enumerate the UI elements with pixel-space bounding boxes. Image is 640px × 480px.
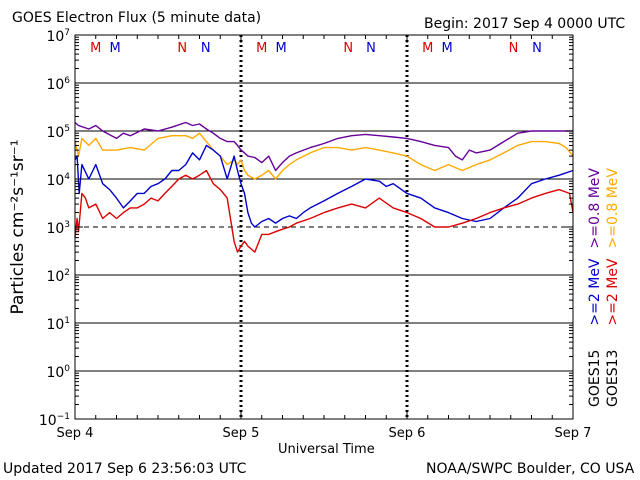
chart-title: GOES Electron Flux (5 minute data) [12, 10, 262, 26]
marker-label: M [256, 41, 267, 56]
y-axis-label: Particles cm⁻²s⁻¹sr⁻¹ [8, 139, 28, 315]
y-tick-label: 104 [46, 172, 70, 189]
legend-column: GOES15 >=2 MeV >=0.8 MeV [587, 168, 603, 407]
marker-label: N [366, 41, 376, 56]
x-tick-label: Sep 5 [222, 426, 260, 441]
y-tick-label: 105 [46, 124, 70, 141]
axis-ticks [74, 35, 574, 419]
legend-entry: >=2 MeV [587, 258, 603, 326]
y-tick-label: 10−1 [38, 412, 70, 429]
legend-entry: >=2 MeV [605, 258, 621, 326]
marker-label: M [276, 41, 287, 56]
marker-label: M [110, 41, 121, 56]
series-line [74, 169, 574, 253]
x-tick-label: Sep 7 [554, 426, 592, 441]
legend-satellite: GOES15 [587, 349, 603, 407]
flux-series [74, 121, 574, 253]
credit-label: NOAA/SWPC Boulder, CO USA [426, 461, 635, 477]
marker-label: N [177, 41, 187, 56]
y-tick-label: 107 [46, 28, 70, 45]
marker-label: N [201, 41, 211, 56]
begin-time-label: Begin: 2017 Sep 4 0000 UTC [424, 16, 626, 32]
series-line [74, 132, 574, 180]
y-tick-label: 101 [46, 316, 70, 333]
x-axis-label: Universal Time [278, 442, 375, 457]
y-tick-label: 102 [46, 268, 70, 285]
grid-lines [75, 82, 573, 372]
marker-label: N [509, 41, 519, 56]
series-line [74, 121, 573, 172]
marker-label: N [343, 41, 353, 56]
marker-label: N [532, 41, 542, 56]
day-dividers [239, 35, 409, 419]
marker-label: M [442, 41, 453, 56]
y-tick-label: 106 [46, 76, 70, 93]
legend-entry: >=0.8 MeV [605, 168, 621, 249]
y-tick-label: 103 [46, 220, 70, 237]
legend-satellite: GOES13 [605, 349, 621, 407]
marker-label: M [90, 41, 101, 56]
x-tick-label: Sep 4 [56, 426, 94, 441]
y-tick-label: 100 [46, 364, 70, 381]
legend-entry: >=0.8 MeV [587, 168, 603, 249]
legend-column: GOES13 >=2 MeV >=0.8 MeV [605, 168, 621, 407]
x-tick-label: Sep 6 [388, 426, 426, 441]
updated-timestamp: Updated 2017 Sep 6 23:56:03 UTC [3, 461, 247, 477]
marker-label: M [422, 41, 433, 56]
series-line [74, 144, 574, 228]
